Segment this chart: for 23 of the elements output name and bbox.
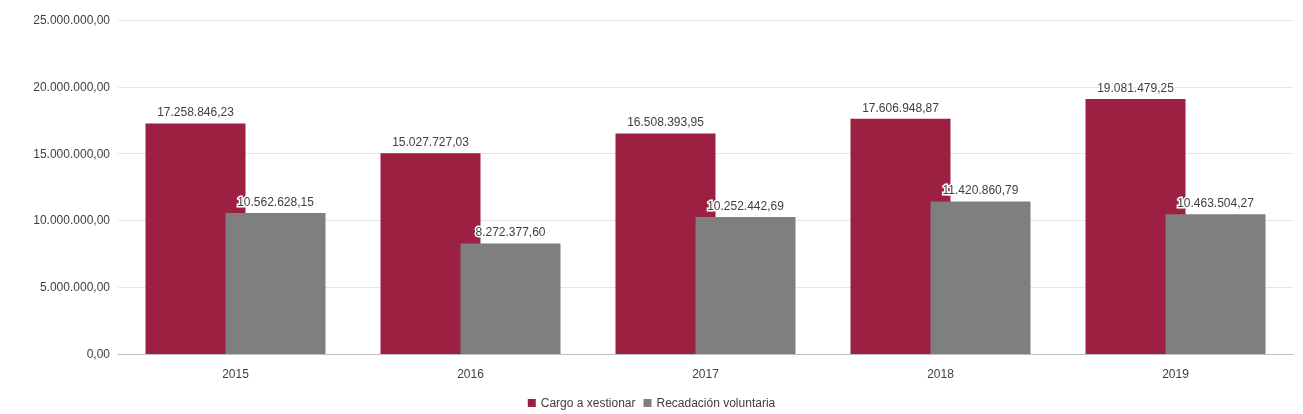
y-tick-label: 10.000.000,00: [33, 213, 111, 228]
x-tick-label: 2018: [927, 367, 955, 381]
data-label: 17.258.846,23: [157, 105, 235, 120]
data-label: 17.606.948,87: [862, 100, 940, 115]
legend-label: Cargo a xestionar: [540, 396, 636, 410]
y-tick-label: 15.000.000,00: [33, 146, 111, 161]
bar: [225, 212, 326, 354]
data-label: 15.027.727,03: [392, 135, 470, 150]
y-tick-label: 20.000.000,00: [33, 79, 111, 94]
bar: [460, 243, 561, 354]
x-tick-label: 2019: [1162, 367, 1190, 381]
y-tick-label: 25.000.000,00: [33, 13, 111, 27]
legend-label: Recadación voluntaria: [656, 396, 776, 410]
y-tick-label: 0,00: [86, 347, 111, 361]
data-label: 19.081.479,25: [1097, 81, 1175, 96]
bar: [695, 217, 796, 354]
bar: [1165, 214, 1266, 354]
y-tick-label: 5.000.000,00: [39, 280, 111, 295]
x-tick-label: 2017: [692, 367, 720, 381]
x-tick-label: 2016: [457, 367, 485, 381]
data-label: 16.508.393,95: [627, 115, 705, 130]
bar: [930, 201, 1031, 354]
x-tick-label: 2015: [222, 367, 250, 381]
